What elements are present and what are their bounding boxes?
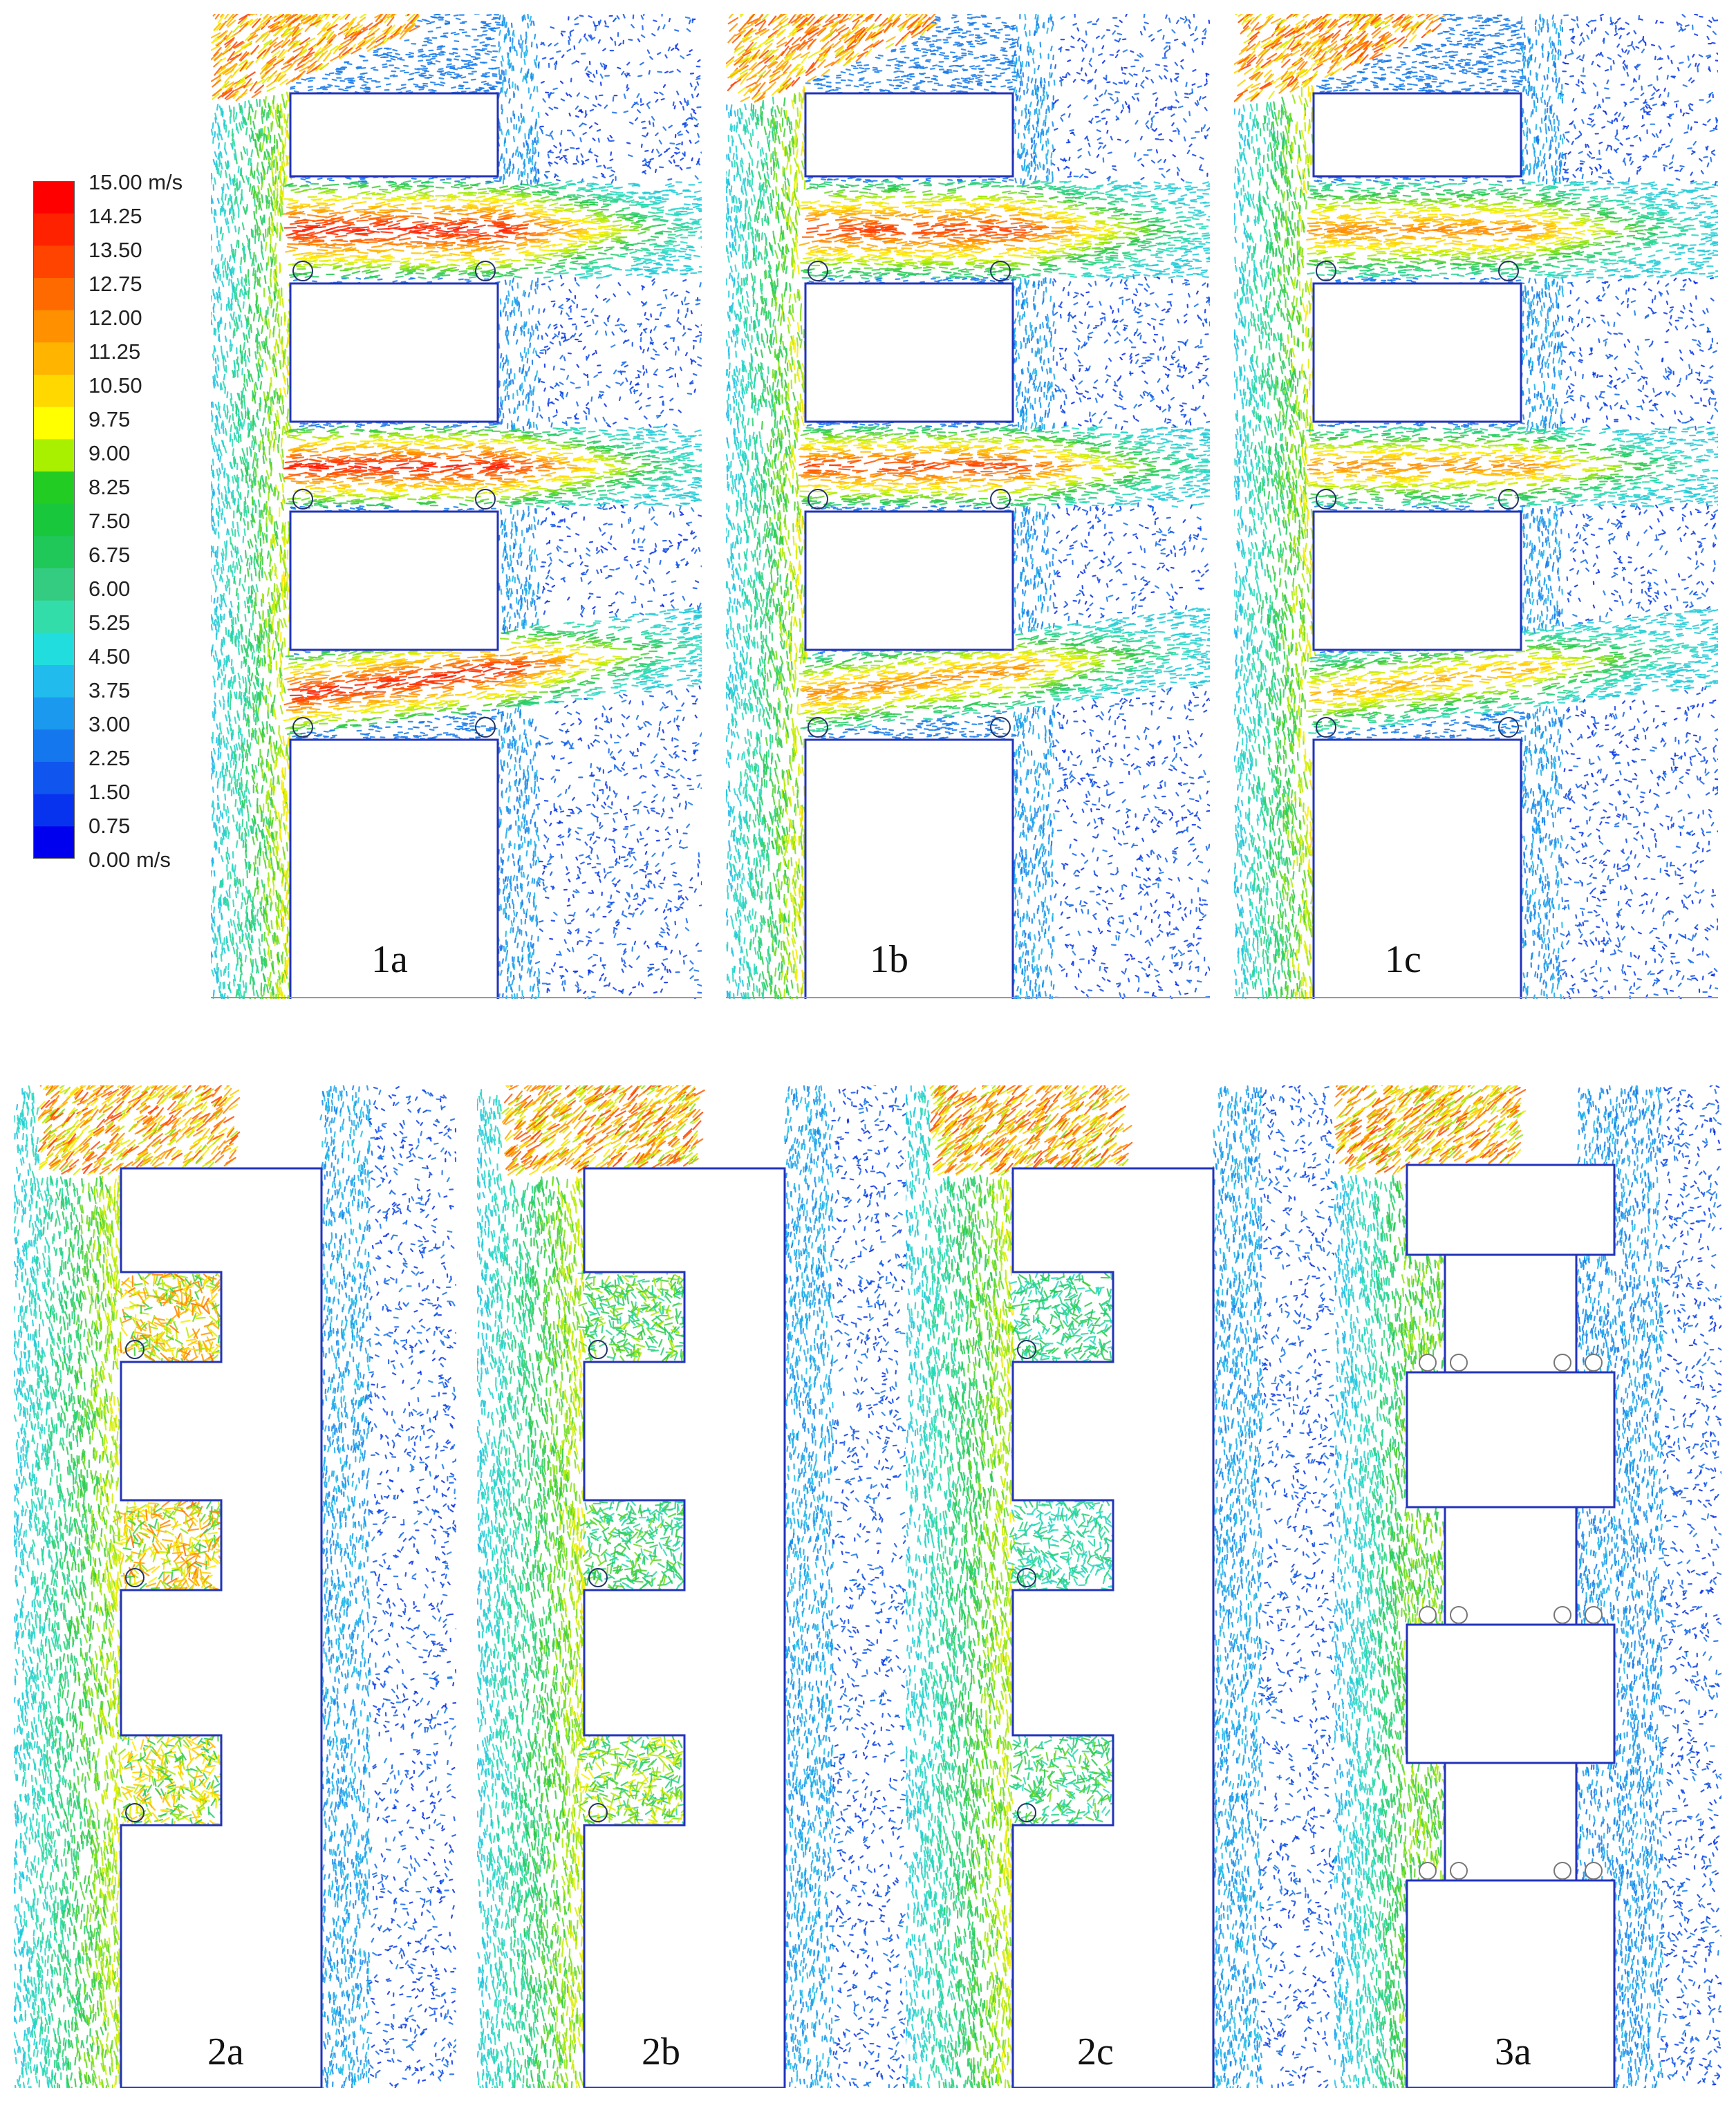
color-scale-tick-label: 15.00 m/s bbox=[88, 171, 183, 193]
color-scale-tick-label: 2.25 bbox=[88, 747, 130, 769]
color-scale-tick-label: 3.75 bbox=[88, 680, 130, 701]
color-scale-tick-label: 10.50 bbox=[88, 375, 142, 396]
panel-label-2a: 2a bbox=[207, 2033, 244, 2071]
color-scale-tick-label: 14.25 bbox=[88, 205, 142, 227]
color-scale-tick-label: 1.50 bbox=[88, 781, 130, 803]
velocity-field-3a bbox=[1334, 1085, 1721, 2088]
panel-label-1a: 1a bbox=[371, 940, 408, 979]
panel-label-2c: 2c bbox=[1077, 2033, 1114, 2071]
color-scale-bar bbox=[33, 181, 75, 859]
panel-3a: 3a bbox=[1334, 1085, 1721, 2088]
velocity-field-2a bbox=[14, 1085, 456, 2088]
color-scale-tick-label: 11.25 bbox=[88, 341, 140, 362]
color-scale-tick-label: 5.25 bbox=[88, 612, 130, 633]
color-scale-tick-label: 6.75 bbox=[88, 544, 130, 566]
color-scale-tick-label: 3.00 bbox=[88, 713, 130, 735]
color-scale-tick-label: 13.50 bbox=[88, 239, 142, 261]
color-scale-tick-label: 6.00 bbox=[88, 578, 130, 599]
velocity-field-1c bbox=[1234, 14, 1718, 999]
panel-label-2b: 2b bbox=[642, 2033, 680, 2071]
panel-2a: 2a bbox=[14, 1085, 456, 2088]
panel-label-1c: 1c bbox=[1385, 940, 1421, 979]
panel-1a: 1a bbox=[211, 14, 702, 999]
velocity-field-1a bbox=[211, 14, 702, 999]
color-scale-tick-label: 9.75 bbox=[88, 409, 130, 430]
color-scale-tick-label: 12.75 bbox=[88, 273, 142, 295]
velocity-field-2c bbox=[906, 1085, 1334, 2088]
color-scale-tick-label: 8.25 bbox=[88, 476, 130, 498]
panel-label-1b: 1b bbox=[870, 940, 908, 979]
panel-1b: 1b bbox=[726, 14, 1210, 999]
color-scale-tick-label: 7.50 bbox=[88, 510, 130, 532]
color-scale-tick-label: 9.00 bbox=[88, 442, 130, 464]
color-scale-tick-label: 4.50 bbox=[88, 646, 130, 667]
velocity-field-1b bbox=[726, 14, 1210, 999]
color-scale-tick-label: 0.75 bbox=[88, 815, 130, 837]
panel-2c: 2c bbox=[906, 1085, 1334, 2088]
velocity-field-2b bbox=[477, 1085, 906, 2088]
panel-1c: 1c bbox=[1234, 14, 1718, 999]
panel-2b: 2b bbox=[477, 1085, 906, 2088]
color-scale-tick-label: 12.00 bbox=[88, 307, 142, 328]
color-scale-tick-label: 0.00 m/s bbox=[88, 849, 171, 870]
panel-label-3a: 3a bbox=[1495, 2033, 1531, 2071]
